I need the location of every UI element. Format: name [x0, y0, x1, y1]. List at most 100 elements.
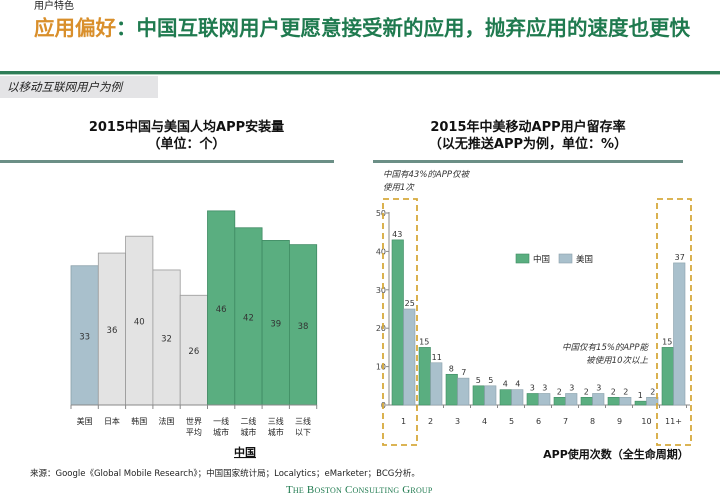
annotation-first-use: 使用1次 [383, 182, 415, 193]
category-label: 美国 [77, 416, 93, 426]
bar-usa [538, 393, 551, 406]
bar-china [634, 400, 647, 406]
bar-china [526, 393, 539, 406]
bar-value-label: 5 [488, 376, 493, 385]
y-tick-label: 50 [376, 209, 386, 218]
bar-other [97, 252, 127, 406]
bar-other [125, 235, 154, 406]
bar-value-label: 2 [611, 387, 616, 396]
category-label: 日本 [104, 416, 120, 426]
page-title: 应用偏好：中国互联网用户更愿意接受新的应用，抛弃应用的速度也更快 [34, 15, 720, 42]
bar-value-label: 2 [650, 387, 655, 396]
right-chart-title: 2015年中美移动APP用户留存率 [430, 120, 626, 135]
category-label: 三线 [268, 416, 284, 426]
category-label: 城市 [213, 427, 229, 437]
bar-usa [565, 393, 578, 406]
left-chart-title-rule [0, 160, 334, 163]
legend-swatch-usa [558, 253, 573, 264]
bar-china [607, 397, 620, 406]
category-label: 7 [563, 417, 568, 426]
x-axis-label: APP使用次数（全生命周期） [543, 447, 689, 461]
bar-value-label: 46 [216, 305, 227, 315]
source-note: 来源：Google《Global Mobile Research》；中国国家统计… [30, 469, 420, 479]
bar-china [207, 210, 236, 406]
group-label-china: 中国 [234, 445, 256, 459]
title-divider-light [0, 74, 720, 75]
bar-usa [403, 308, 416, 406]
category-label: 1 [401, 417, 406, 426]
category-label: 一线 [213, 416, 229, 426]
bar-value-label: 11 [432, 353, 442, 362]
category-label: 2 [428, 417, 433, 426]
category-label: 三线 [295, 416, 311, 426]
bar-value-label: 15 [662, 337, 672, 346]
bar-china [445, 373, 458, 406]
category-label: 世界 [186, 416, 202, 426]
bar-usa [484, 385, 497, 406]
bar-china [391, 239, 404, 406]
category-label: 平均 [186, 427, 202, 437]
category-label: 8 [590, 417, 595, 426]
bar-usa [430, 362, 443, 406]
bar-value-label: 3 [569, 383, 574, 392]
bar-usa [592, 393, 605, 406]
category-label: 城市 [240, 427, 256, 437]
bar-china [580, 397, 593, 406]
bar-usa [673, 262, 686, 406]
bar-value-label: 26 [188, 347, 199, 357]
bar-china [499, 389, 512, 406]
category-label: 二线 [240, 416, 256, 426]
category-label: 城市 [268, 427, 284, 437]
y-tick-label: 30 [376, 286, 386, 295]
bar-value-label: 38 [298, 322, 309, 332]
bar-value-label: 39 [270, 320, 281, 330]
bar-value-label: 25 [405, 299, 415, 308]
bar-china [418, 347, 431, 406]
category-label: 韩国 [131, 416, 147, 426]
category-label: 3 [455, 417, 460, 426]
bar-china [261, 240, 290, 406]
bar-value-label: 4 [515, 380, 520, 389]
section-label: 用户特色 [34, 1, 74, 12]
bar-value-label: 2 [557, 387, 562, 396]
annotation-over-10-uses: 中国仅有15%的APP能 [562, 342, 649, 353]
category-label: 9 [617, 417, 622, 426]
bar-china [661, 347, 674, 406]
bar-value-label: 2 [584, 387, 589, 396]
bar-usa [511, 389, 524, 406]
bar-usa [646, 397, 659, 406]
legend-label-usa: 美国 [576, 254, 593, 265]
y-tick-label: 10 [376, 363, 386, 372]
bar-value-label: 43 [392, 230, 402, 239]
bar-china [472, 385, 485, 406]
bar-usa [619, 397, 632, 406]
left-chart-subtitle: （单位：个） [147, 137, 226, 152]
bar-value-label: 40 [134, 318, 145, 328]
category-label: 以下 [295, 428, 311, 437]
title-highlight: 应用偏好 [34, 16, 116, 40]
annotation-over-10-uses: 被使用10次以上 [586, 355, 648, 366]
bar-value-label: 36 [107, 326, 118, 336]
bar-value-label: 1 [638, 391, 643, 400]
category-label: 法国 [159, 416, 175, 426]
example-label: 以移动互联网用户为例 [0, 76, 158, 98]
category-label: 5 [509, 417, 514, 426]
bar-value-label: 3 [530, 383, 535, 392]
bar-value-label: 33 [79, 332, 90, 342]
annotation-first-use: 中国有43%的APP仅被 [383, 169, 470, 180]
bar-value-label: 5 [476, 376, 481, 385]
bar-value-label: 2 [623, 387, 628, 396]
legend-swatch-china [515, 253, 530, 264]
bar-value-label: 37 [675, 253, 685, 262]
bar-value-label: 32 [161, 334, 172, 344]
y-tick-label: 40 [376, 247, 386, 256]
bar-other [179, 294, 208, 406]
y-tick-label: 20 [376, 324, 386, 333]
bar-china [553, 397, 566, 406]
bar-value-label: 8 [449, 364, 454, 373]
category-label: 6 [536, 417, 541, 426]
bar-usa [457, 377, 470, 406]
left-chart-title: 2015中国与美国人均APP安装量 [88, 120, 285, 135]
